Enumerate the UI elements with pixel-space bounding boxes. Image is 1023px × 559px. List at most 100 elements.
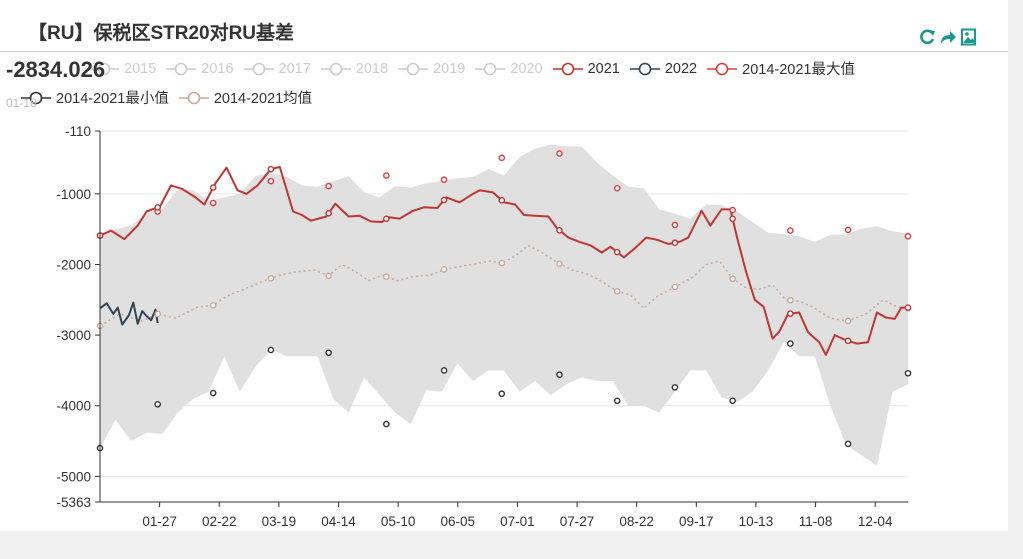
x-tick-label: 04-14 — [321, 514, 356, 529]
legend-label: 2016 — [201, 60, 234, 77]
min-point — [498, 390, 506, 398]
legend-label: 2018 — [355, 60, 389, 77]
max-point — [325, 182, 332, 190]
min-point — [440, 367, 448, 374]
y-tick-label: -5363 — [56, 495, 91, 510]
line-chart: -110 -1000 -2000 -3000 -4000 -5000 -5363 01-27 0… — [56, 124, 912, 529]
min-point — [556, 371, 563, 378]
min-point — [267, 346, 275, 354]
mean-point — [154, 310, 162, 318]
legend-item-2020[interactable]: 2020 — [474, 60, 543, 77]
min-point — [904, 369, 912, 377]
legend-symbol-icon — [178, 91, 209, 104]
legend-symbol-icon — [21, 91, 51, 104]
share-icon[interactable] — [939, 28, 957, 46]
chart-title: 【RU】保税区STR20对RU基差 — [28, 23, 295, 44]
series-2021-point — [904, 304, 912, 311]
x-tick-label: 07-27 — [560, 514, 595, 529]
series-2021-point — [154, 204, 162, 211]
mean-point — [844, 317, 852, 325]
min-point — [671, 384, 679, 391]
x-tick-label: 05-10 — [381, 514, 416, 529]
x-tick-label: 09-17 — [679, 514, 714, 529]
legend-label: 2020 — [510, 60, 543, 77]
series-2021-point — [729, 215, 736, 223]
min-point — [325, 349, 332, 357]
min-point — [154, 401, 162, 408]
legend-symbol-icon — [398, 62, 429, 75]
series-2021-point — [556, 227, 563, 234]
mean-point — [209, 302, 217, 309]
legend-item-2015[interactable]: 2015 — [88, 61, 156, 77]
legend-symbol-icon — [320, 62, 351, 75]
x-tick-label: 10-13 — [739, 514, 774, 529]
legend-item-2018[interactable]: 2018 — [320, 61, 388, 77]
legend-item-2017[interactable]: 2017 — [243, 61, 311, 77]
min-point — [729, 397, 736, 405]
series-2021-point — [267, 165, 275, 173]
mean-point — [671, 283, 679, 291]
chart-panel: 【RU】保税区STR20对RU基差 -2834.026 01-18 2015 20… — [0, 0, 1008, 531]
mean-point — [787, 296, 794, 304]
max-point — [383, 172, 390, 179]
legend-symbol-icon — [166, 62, 197, 75]
min-point — [787, 340, 794, 347]
legend-label: 2014-2021最小值 — [56, 91, 169, 107]
y-tick-label: -5000 — [56, 469, 91, 484]
legend-symbol-icon — [475, 62, 506, 75]
mean-series-line — [99, 244, 909, 327]
chart-toolbar — [918, 28, 978, 46]
max-point — [209, 199, 217, 207]
x-tick-label: 02-22 — [202, 514, 237, 529]
legend-item-2022[interactable]: 2022 — [629, 61, 697, 77]
max-point — [267, 177, 275, 185]
series-2021-point — [383, 215, 390, 223]
legend-item-2014-2021均值[interactable]: 2014-2021均值 — [178, 87, 312, 108]
y-tick-label: -2000 — [56, 257, 91, 272]
legend-label: 2021 — [587, 60, 620, 77]
series-2021-point — [440, 196, 448, 204]
legend-item-2014-2021最大值[interactable]: 2014-2021最大值 — [706, 58, 855, 79]
legend-label: 2015 — [124, 60, 157, 77]
mean-point — [383, 273, 390, 280]
legend-symbol-icon — [629, 62, 660, 75]
series-2021-point — [498, 197, 506, 204]
mean-point — [267, 275, 275, 282]
legend-row-1: 2015 2016 2017 2018 2019 2020 2021 2022 2014-202… — [88, 58, 864, 79]
refresh-icon[interactable] — [918, 28, 936, 46]
min-point — [383, 420, 390, 428]
title-divider — [0, 51, 1008, 52]
legend-symbol-icon — [552, 62, 583, 75]
legend-item-2021[interactable]: 2021 — [552, 61, 620, 77]
mean-point — [498, 259, 506, 267]
x-tick-label: 01-27 — [142, 514, 177, 529]
legend-item-2016[interactable]: 2016 — [165, 60, 234, 77]
save-image-icon[interactable] — [960, 28, 978, 46]
x-tick-label: 12-04 — [858, 514, 893, 529]
max-point — [671, 221, 679, 229]
series-2021-point — [844, 337, 852, 345]
legend-label: 2019 — [433, 60, 466, 77]
min-point — [613, 397, 621, 405]
series-2021-point — [325, 209, 332, 217]
mean-point — [729, 275, 736, 282]
hover-value-readout: -2834.026 — [6, 57, 106, 82]
x-tick-label: 07-01 — [500, 514, 535, 529]
max-point — [729, 206, 736, 214]
legend-row-2: 2014-2021最小值 2014-2021均值 — [20, 87, 321, 108]
hover-date-readout: 01-18 — [6, 96, 37, 110]
legend-item-2014-2021最小值[interactable]: 2014-2021最小值 — [20, 87, 169, 108]
max-point — [498, 154, 506, 162]
x-tick-label: 06-05 — [441, 514, 476, 529]
x-tick-label: 08-22 — [619, 514, 654, 529]
max-point — [613, 184, 621, 192]
y-tick-label: -110 — [65, 124, 91, 139]
max-point — [844, 226, 852, 234]
legend-item-2019[interactable]: 2019 — [397, 61, 465, 77]
series-2022-line — [99, 301, 159, 326]
mean-point — [440, 266, 448, 273]
series-2021-point — [209, 184, 217, 191]
legend-label: 2014-2021最大值 — [742, 62, 855, 78]
legend-label: 2017 — [278, 60, 311, 77]
range-band-area — [100, 144, 908, 466]
